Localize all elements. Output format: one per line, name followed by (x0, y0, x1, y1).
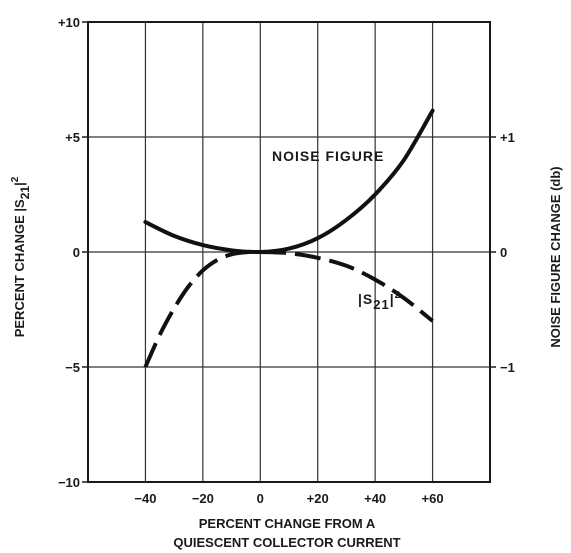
x-axis-title-line1: PERCENT CHANGE FROM A (199, 516, 376, 531)
tick-labels: −40 −20 0 +20 +40 +60+10+50−5−10+10−1 (58, 15, 515, 506)
y-tick-label: +5 (65, 130, 80, 145)
y-axis-right-title: NOISE FIGURE CHANGE (db) (548, 166, 563, 347)
noise-figure-series-label: NOISE FIGURE (272, 148, 384, 164)
s21-label-prefix: |S (358, 291, 373, 307)
x-tick-label: +40 (364, 491, 386, 506)
y-tick-label: −10 (58, 475, 80, 490)
s21-label-sub: 21 (373, 297, 389, 312)
noise-figure-curve (143, 108, 435, 255)
x-tick-label: −40 (134, 491, 156, 506)
y-tick-label: 0 (73, 245, 80, 260)
y-left-title-sub: 21 (18, 186, 32, 200)
y-axis-left-title: PERCENT CHANGE |S21|2 (10, 176, 32, 337)
gridlines (88, 22, 490, 482)
x-tick-label: 0 (257, 491, 264, 506)
y2-tick-label: −1 (500, 360, 515, 375)
y-left-title-suffix: | (12, 182, 27, 186)
x-tick-label: +60 (422, 491, 444, 506)
x-tick-label: −20 (192, 491, 214, 506)
x-tick-label: +20 (307, 491, 329, 506)
series-lines (143, 108, 435, 368)
y2-tick-label: 0 (500, 245, 507, 260)
y-tick-label: +10 (58, 15, 80, 30)
y2-tick-label: +1 (500, 130, 515, 145)
y-left-title-sup: 2 (10, 176, 21, 182)
s21-series-label: |S21|2 (358, 290, 401, 312)
s21-label-suffix: | (390, 291, 395, 307)
y-left-title-prefix: PERCENT CHANGE |S (12, 199, 27, 337)
s21-label-sup: 2 (395, 290, 402, 301)
x-axis-title-line2: QUIESCENT COLLECTOR CURRENT (173, 535, 400, 550)
y-tick-label: −5 (65, 360, 80, 375)
s21-curve (143, 249, 434, 368)
